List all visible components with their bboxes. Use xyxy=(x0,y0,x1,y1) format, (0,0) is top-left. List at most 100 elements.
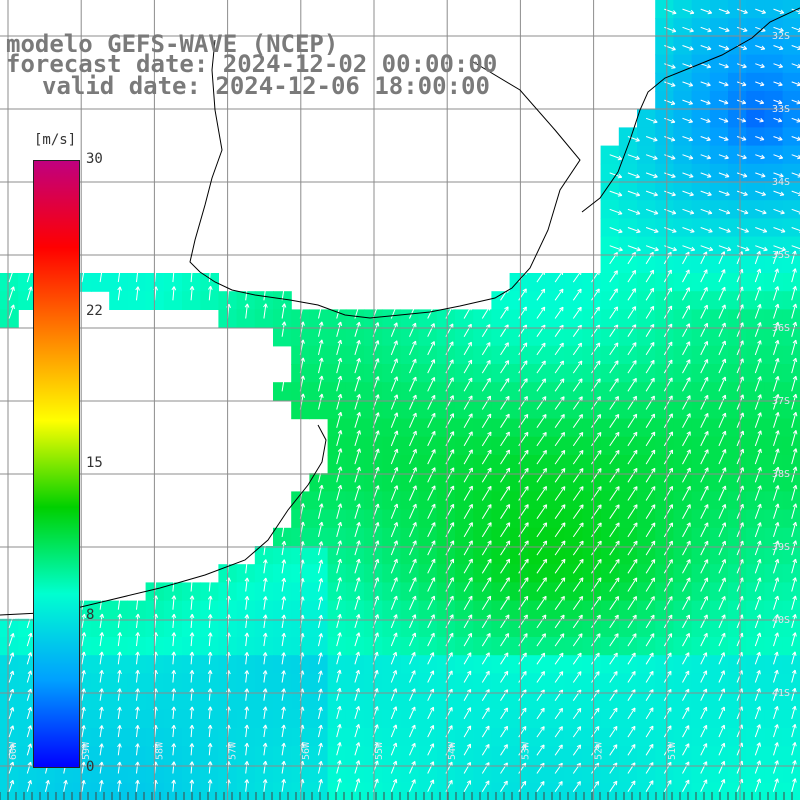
wind-cell xyxy=(473,455,492,474)
wind-cell xyxy=(91,728,110,747)
wind-cell xyxy=(455,509,474,529)
wind-cell xyxy=(728,564,747,583)
wind-arrow xyxy=(500,360,510,374)
wind-cell xyxy=(600,309,620,329)
wind-arrow xyxy=(791,723,797,738)
wind-arrow xyxy=(627,227,641,234)
wind-arrow xyxy=(663,596,673,610)
wind-cell xyxy=(582,637,602,656)
wind-arrow xyxy=(591,707,600,720)
wind-cell xyxy=(382,309,401,329)
wind-cell xyxy=(127,673,147,693)
wind-arrow xyxy=(609,288,618,301)
wind-arrow xyxy=(244,688,250,701)
wind-arrow xyxy=(481,670,490,683)
wind-cell xyxy=(527,291,547,310)
wind-cell xyxy=(564,691,583,711)
wind-arrow xyxy=(663,577,673,592)
wind-cell xyxy=(600,455,620,474)
wind-arrow xyxy=(682,99,693,105)
wind-arrow xyxy=(536,414,547,428)
wind-arrow xyxy=(718,172,730,178)
wind-arrow xyxy=(281,760,286,774)
wind-arrow xyxy=(718,26,730,33)
wind-arrow xyxy=(791,705,797,720)
wind-cell xyxy=(182,273,201,292)
wind-arrow xyxy=(463,780,471,792)
wind-arrow xyxy=(409,651,416,665)
wind-cell xyxy=(564,273,583,292)
wind-arrow xyxy=(354,742,361,756)
wind-arrow xyxy=(591,396,601,410)
wind-arrow xyxy=(189,286,195,301)
wind-cell xyxy=(709,673,729,693)
wind-arrow xyxy=(663,559,673,574)
wind-arrow xyxy=(554,306,564,319)
wind-cell xyxy=(436,436,456,456)
wind-arrow xyxy=(518,780,527,792)
wind-arrow xyxy=(262,652,268,665)
wind-cell xyxy=(436,491,456,511)
wind-cell xyxy=(691,691,711,711)
wind-arrow xyxy=(81,761,86,774)
wind-cell xyxy=(618,309,638,329)
wind-arrow xyxy=(682,540,691,556)
wind-arrow xyxy=(572,577,584,592)
wind-arrow xyxy=(81,725,86,738)
wind-cell xyxy=(527,436,547,456)
wind-cell xyxy=(582,436,602,456)
wind-cell xyxy=(509,655,529,674)
wind-arrow xyxy=(536,781,545,792)
wind-arrow xyxy=(755,81,765,87)
wind-arrow xyxy=(645,245,659,252)
wind-cell xyxy=(345,400,365,420)
wind-arrow xyxy=(609,780,618,792)
wind-cell xyxy=(782,182,800,201)
wind-arrow xyxy=(718,340,726,356)
wind-arrow xyxy=(664,63,676,69)
wind-arrow xyxy=(390,688,398,701)
wind-cell xyxy=(746,491,765,511)
wind-arrow xyxy=(463,377,473,392)
wind-cell xyxy=(782,491,800,511)
wind-arrow xyxy=(536,652,546,665)
wind-cell xyxy=(455,546,474,565)
wind-arrow xyxy=(718,652,725,665)
wind-cell xyxy=(673,527,693,547)
wind-cell xyxy=(273,382,292,401)
wind-cell xyxy=(655,582,674,602)
wind-cell xyxy=(564,546,583,565)
wind-arrow xyxy=(8,633,15,647)
wind-arrow xyxy=(791,268,797,283)
wind-cell xyxy=(637,709,656,729)
wind-cell xyxy=(127,709,147,729)
wind-arrow xyxy=(791,484,798,501)
wind-cell xyxy=(473,327,492,347)
wind-arrow xyxy=(281,577,287,592)
wind-arrow xyxy=(26,286,33,301)
wind-arrow xyxy=(627,670,636,683)
wind-arrow xyxy=(536,396,547,410)
wind-arrow xyxy=(664,227,677,233)
wind-cell xyxy=(91,600,110,620)
wind-cell xyxy=(364,655,383,674)
wind-arrow xyxy=(682,305,690,319)
wind-cell xyxy=(18,273,37,292)
wind-arrow xyxy=(481,431,492,447)
wind-arrow xyxy=(645,431,656,447)
wind-cell xyxy=(546,509,565,529)
wind-arrow xyxy=(262,706,268,719)
wind-cell xyxy=(182,618,201,638)
wind-cell xyxy=(491,418,511,438)
wind-cell xyxy=(345,618,365,638)
wind-arrow xyxy=(318,466,324,483)
wind-arrow xyxy=(718,412,727,428)
wind-arrow xyxy=(754,778,761,792)
wind-arrow xyxy=(700,26,712,33)
wind-arrow xyxy=(754,706,761,720)
wind-arrow xyxy=(500,342,509,356)
wind-arrow xyxy=(536,540,548,556)
wind-cell xyxy=(418,746,438,765)
wind-arrow xyxy=(645,633,655,647)
wind-arrow xyxy=(682,706,690,720)
